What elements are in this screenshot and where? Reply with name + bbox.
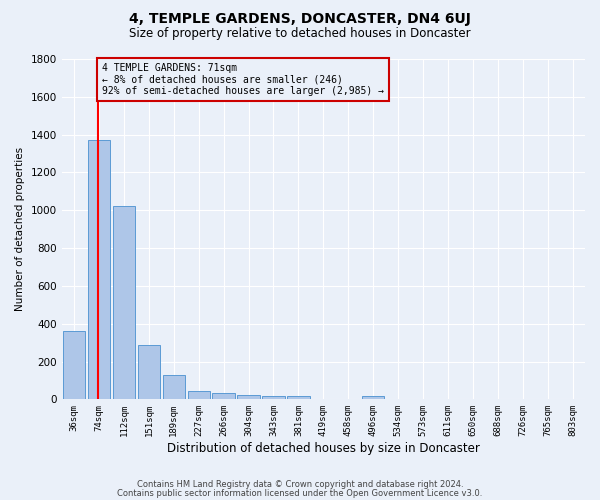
Text: 4 TEMPLE GARDENS: 71sqm
← 8% of detached houses are smaller (246)
92% of semi-de: 4 TEMPLE GARDENS: 71sqm ← 8% of detached… <box>102 63 384 96</box>
X-axis label: Distribution of detached houses by size in Doncaster: Distribution of detached houses by size … <box>167 442 480 455</box>
Bar <box>238 395 260 400</box>
Text: Contains public sector information licensed under the Open Government Licence v3: Contains public sector information licen… <box>118 489 482 498</box>
Bar <box>287 396 310 400</box>
Bar <box>362 396 385 400</box>
Bar <box>63 332 85 400</box>
Text: 4, TEMPLE GARDENS, DONCASTER, DN4 6UJ: 4, TEMPLE GARDENS, DONCASTER, DN4 6UJ <box>129 12 471 26</box>
Bar <box>188 392 210 400</box>
Y-axis label: Number of detached properties: Number of detached properties <box>15 147 25 311</box>
Bar <box>88 140 110 400</box>
Bar <box>163 375 185 400</box>
Text: Contains HM Land Registry data © Crown copyright and database right 2024.: Contains HM Land Registry data © Crown c… <box>137 480 463 489</box>
Text: Size of property relative to detached houses in Doncaster: Size of property relative to detached ho… <box>129 28 471 40</box>
Bar <box>262 396 285 400</box>
Bar <box>137 346 160 400</box>
Bar <box>113 206 135 400</box>
Bar <box>212 393 235 400</box>
